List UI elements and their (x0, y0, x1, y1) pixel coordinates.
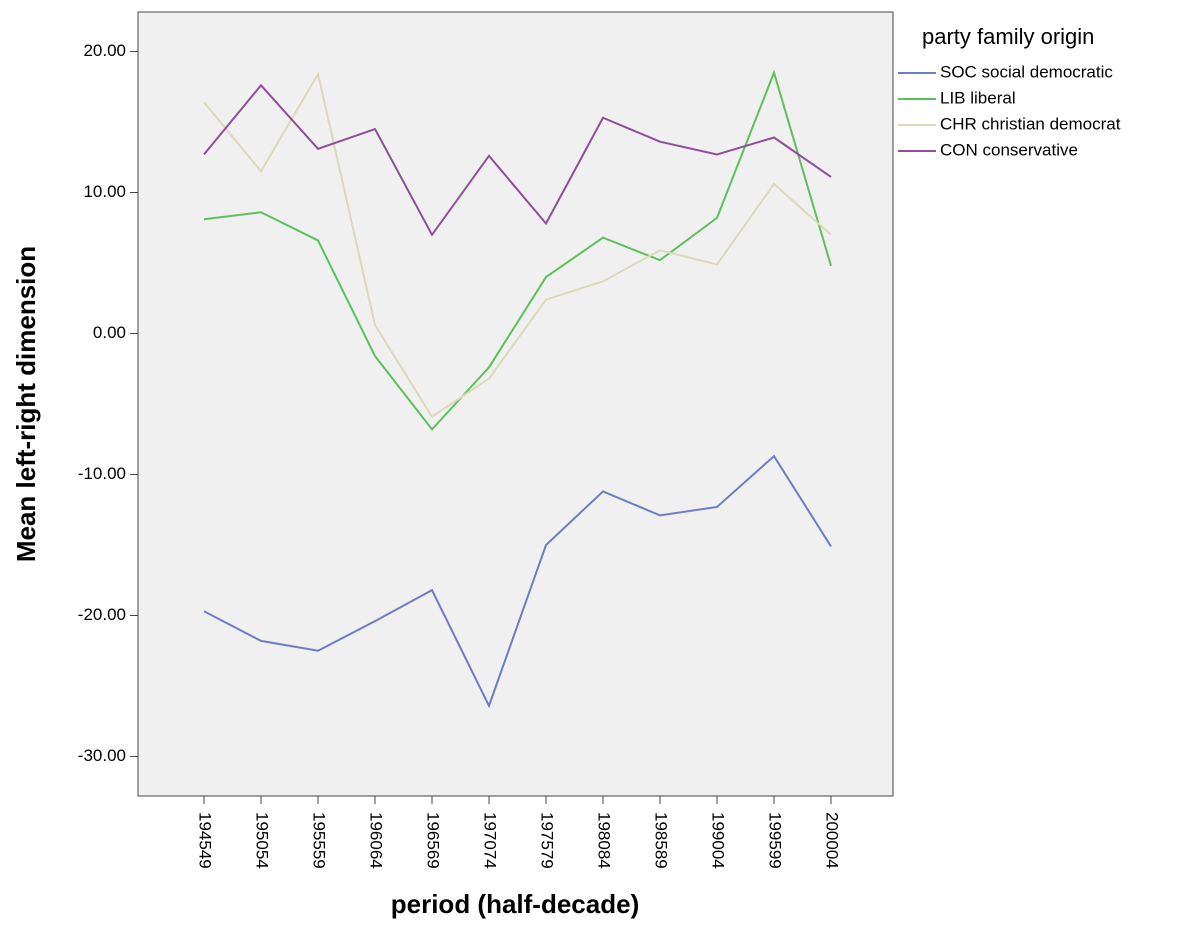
x-tick-label: 199599 (766, 812, 785, 869)
series-line (203, 83, 832, 237)
x-tick-label: 198084 (595, 812, 614, 869)
x-tick-label: 195559 (310, 812, 329, 869)
x-tick-label: 197579 (538, 812, 557, 869)
y-tick-label: -30.00 (78, 746, 126, 765)
plot-area (137, 11, 894, 797)
y-tick-label: 20.00 (83, 41, 126, 60)
legend-label: CON conservative (940, 140, 1078, 159)
x-tick-label: 197074 (481, 812, 500, 869)
y-tick-label: -20.00 (78, 605, 126, 624)
x-tick-label: 196064 (367, 812, 386, 869)
x-tick-label: 195054 (253, 812, 272, 869)
legend-label: LIB liberal (940, 88, 1016, 107)
series-line (203, 454, 832, 709)
legend-label: CHR christian democrat (940, 114, 1121, 133)
x-axis-title: period (half-decade) (391, 889, 639, 919)
x-tick-label: 200004 (823, 812, 842, 869)
legend-title: party family origin (922, 24, 1094, 49)
x-tick-label: 198589 (652, 812, 671, 869)
y-tick-label: 0.00 (93, 323, 126, 342)
legend-label: SOC social democratic (940, 62, 1113, 81)
series-line (203, 69, 832, 431)
x-tick-label: 199004 (709, 812, 728, 869)
x-tick-label: 196569 (424, 812, 443, 869)
x-tick-label: 194549 (196, 812, 215, 869)
y-tick-label: -10.00 (78, 464, 126, 483)
y-tick-label: 10.00 (83, 182, 126, 201)
y-axis-title: Mean left-right dimension (11, 246, 41, 562)
series-line (203, 71, 832, 419)
